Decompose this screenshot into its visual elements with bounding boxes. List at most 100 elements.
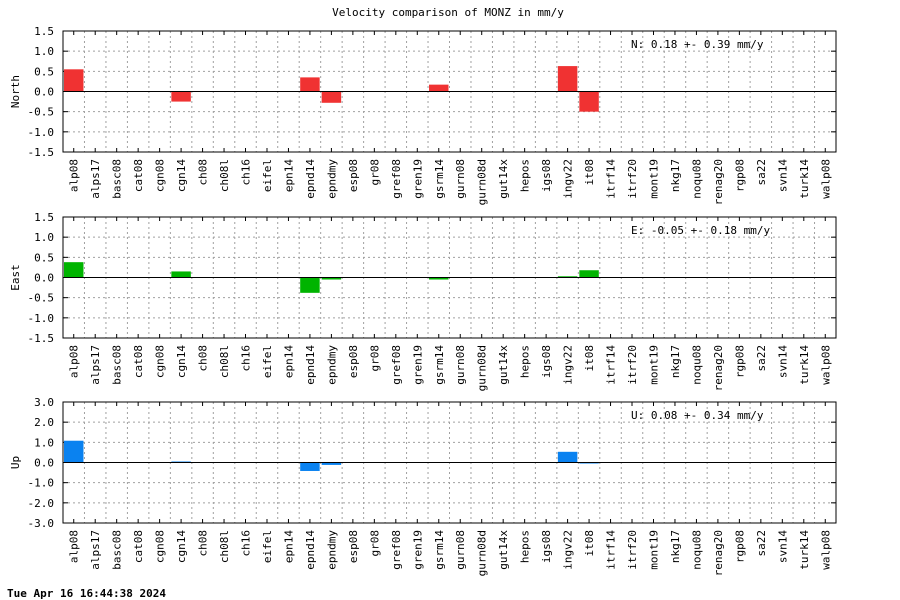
x-tick-label: ch08l (218, 345, 231, 378)
x-tick-label: alp08 (68, 345, 81, 378)
y-tick-label: -1.5 (28, 146, 55, 159)
bar-epnd14 (300, 462, 320, 471)
stats-annotation: U: 0.08 +- 0.34 mm/y (631, 409, 764, 422)
x-tick-label: epnd14 (304, 159, 317, 199)
x-tick-label: alps17 (89, 530, 102, 570)
bar-it08 (579, 462, 599, 464)
x-tick-label: basc08 (111, 159, 124, 199)
x-tick-label: ingv22 (562, 159, 575, 199)
x-tick-label: ch16 (240, 530, 253, 557)
x-tick-label: alp08 (68, 530, 81, 563)
x-tick-label: turk14 (798, 345, 811, 385)
bar-it08 (579, 91, 599, 112)
x-tick-label: cat08 (132, 345, 145, 378)
y-tick-label: 0.0 (34, 86, 54, 99)
x-tick-label: mont19 (647, 159, 660, 199)
x-tick-label: basc08 (111, 345, 124, 385)
x-tick-label: epn14 (282, 345, 295, 378)
x-tick-label: gurn08d (476, 345, 489, 391)
x-tick-label: rgp08 (733, 530, 746, 563)
bar-epndmy (321, 462, 342, 465)
bar-epndmy (321, 277, 342, 280)
y-tick-label: -1.0 (28, 126, 55, 139)
x-tick-label: it08 (583, 530, 596, 557)
x-tick-label: gsrm14 (433, 345, 446, 385)
x-tick-label: itrf14 (605, 530, 618, 570)
bar-gsrm14 (429, 84, 449, 92)
bar-ingv22 (557, 451, 578, 463)
bar-cgn14 (171, 91, 191, 102)
x-tick-label: cgn14 (175, 530, 188, 563)
y-tick-label: 0.5 (34, 251, 54, 264)
x-tick-label: epndmy (325, 345, 338, 385)
x-tick-label: cgn08 (154, 345, 167, 378)
x-tick-label: gurn08 (454, 159, 467, 199)
figure-title: Velocity comparison of MONZ in mm/y (332, 6, 564, 19)
x-tick-label: itrf14 (605, 159, 618, 199)
y-tick-label: 1.0 (34, 231, 54, 244)
bar-epnd14 (300, 277, 320, 293)
x-tick-label: hepos (519, 530, 532, 563)
x-tick-label: igs08 (540, 159, 553, 192)
x-tick-label: basc08 (111, 530, 124, 570)
x-tick-label: gurn08 (454, 345, 467, 385)
x-tick-label: gut14x (497, 345, 510, 385)
y-tick-label: -1.5 (28, 332, 55, 345)
y-tick-label: -0.5 (28, 292, 55, 305)
x-tick-label: gref08 (390, 159, 403, 199)
panel-east: 1.5 1.0 0.5 0.0 -0.5 -1.0 -1.5 alp08 alps17 basc0… (9, 211, 837, 391)
y-tick-label: 0.0 (34, 457, 54, 470)
y-tick-label: -0.5 (28, 106, 55, 119)
x-tick-label: sa22 (755, 345, 768, 372)
bar-alp08 (64, 69, 84, 92)
x-tick-label: nkg17 (669, 530, 682, 563)
y-tick-label: 0.5 (34, 65, 54, 78)
timestamp: Tue Apr 16 16:44:38 2024 (7, 587, 166, 600)
x-tick-label: gurn08 (454, 530, 467, 570)
x-tick-label: noqu08 (690, 345, 703, 385)
y-tick-label: 0.0 (34, 272, 54, 285)
x-tick-label: esp08 (347, 530, 360, 563)
panel-north: 1.5 1.0 0.5 0.0 -0.5 -1.0 -1.5 alp08 alps17 basc0… (9, 25, 837, 205)
x-tick-label: gsrm14 (433, 159, 446, 199)
y-tick-label: 2.0 (34, 416, 54, 429)
x-tick-label: epn14 (282, 159, 295, 192)
bar-ingv22 (557, 66, 578, 92)
x-tick-label: gurn08d (476, 159, 489, 205)
x-tick-label: gut14x (497, 159, 510, 199)
y-axis-label: North (9, 75, 22, 108)
x-tick-label: gref08 (390, 530, 403, 570)
x-tick-label: walp08 (819, 530, 832, 570)
x-tick-label: hepos (519, 345, 532, 378)
bar-epnd14 (300, 77, 320, 92)
x-tick-label: epndmy (325, 159, 338, 199)
x-tick-label: gsrm14 (433, 530, 446, 570)
x-tick-label: walp08 (819, 345, 832, 385)
x-tick-label: itrf20 (626, 530, 639, 570)
x-tick-label: sa22 (755, 159, 768, 186)
x-tick-label: eifel (261, 345, 274, 378)
y-tick-label: -2.0 (28, 497, 55, 510)
x-tick-label: gren19 (411, 530, 424, 570)
stats-annotation: N: 0.18 +- 0.39 mm/y (631, 38, 764, 51)
x-tick-label: ch08l (218, 530, 231, 563)
x-tick-label: gren19 (411, 345, 424, 385)
y-axis-label: East (9, 264, 22, 291)
y-tick-label: 1.0 (34, 436, 54, 449)
y-tick-label: -3.0 (28, 517, 55, 530)
x-tick-label: esp08 (347, 159, 360, 192)
x-tick-label: itrf20 (626, 345, 639, 385)
x-tick-label: alps17 (89, 345, 102, 385)
x-tick-label: renag20 (712, 345, 725, 391)
x-tick-label: renag20 (712, 159, 725, 205)
x-tick-label: svn14 (776, 345, 789, 378)
x-tick-label: rgp08 (733, 345, 746, 378)
y-tick-label: 1.0 (34, 45, 54, 58)
x-tick-label: epndmy (325, 530, 338, 570)
x-tick-label: gr08 (368, 159, 381, 186)
x-tick-label: ch08 (197, 345, 210, 372)
x-tick-label: noqu08 (690, 530, 703, 570)
bar-alp08 (64, 440, 84, 463)
x-tick-label: svn14 (776, 159, 789, 192)
x-tick-label: cat08 (132, 530, 145, 563)
